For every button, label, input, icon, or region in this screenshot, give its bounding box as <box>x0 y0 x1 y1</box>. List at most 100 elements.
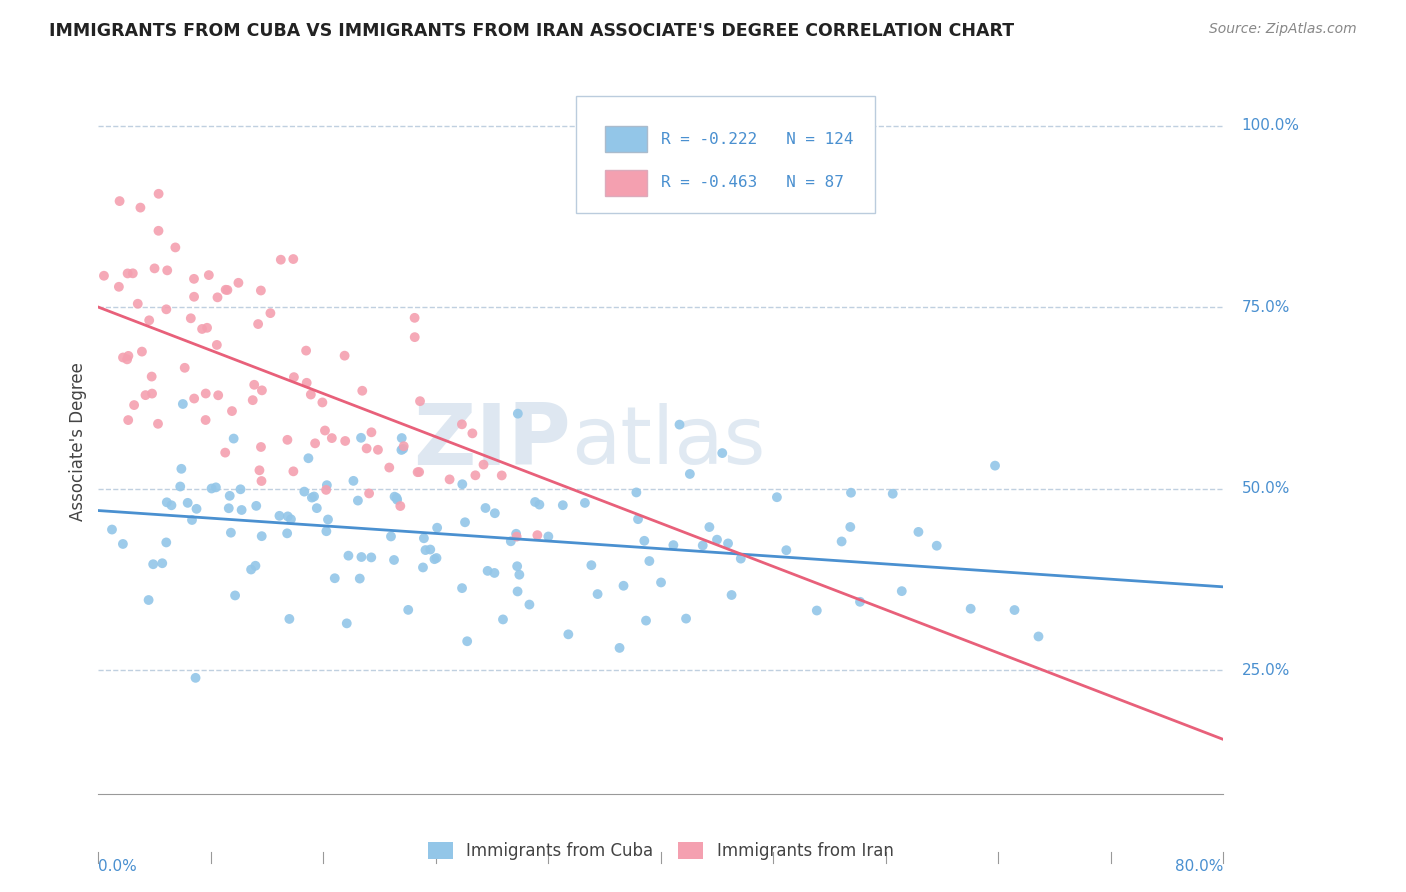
Text: 0.0%: 0.0% <box>98 859 138 874</box>
Point <box>180 311 202 326</box>
Point <box>537 529 560 543</box>
Point <box>679 467 702 481</box>
Point <box>250 474 273 488</box>
Point <box>297 451 319 466</box>
Point <box>141 386 163 401</box>
Point <box>205 338 228 352</box>
Point <box>492 612 515 626</box>
Point <box>382 553 405 567</box>
Point <box>117 349 139 363</box>
Point <box>984 458 1007 473</box>
Point <box>181 513 204 527</box>
Point <box>626 485 648 500</box>
Point <box>259 306 281 320</box>
Point <box>409 394 432 409</box>
Point <box>413 531 436 545</box>
Point <box>352 384 374 398</box>
Point <box>122 398 145 412</box>
Point <box>415 543 437 558</box>
Point <box>250 384 273 398</box>
Point <box>404 310 426 325</box>
Point <box>315 524 337 539</box>
Point <box>108 194 131 208</box>
Point <box>183 290 205 304</box>
Point <box>425 551 447 566</box>
Point <box>316 512 339 526</box>
Point <box>627 512 650 526</box>
Point <box>392 442 415 456</box>
Point <box>131 344 153 359</box>
Text: Source: ZipAtlas.com: Source: ZipAtlas.com <box>1209 22 1357 37</box>
Text: R = -0.463   N = 87: R = -0.463 N = 87 <box>661 176 844 191</box>
Point <box>269 508 291 523</box>
Point <box>183 272 205 286</box>
Point <box>506 559 529 574</box>
Point <box>148 224 170 238</box>
Point <box>662 538 685 552</box>
Point <box>1004 603 1026 617</box>
Point <box>302 490 325 504</box>
Point <box>474 500 496 515</box>
Point <box>406 465 429 479</box>
Point <box>215 283 238 297</box>
Point <box>526 528 548 542</box>
Point <box>675 611 697 625</box>
Point <box>169 479 191 493</box>
Point <box>191 322 214 336</box>
Point <box>336 616 359 631</box>
Point <box>451 581 474 595</box>
Point <box>359 486 381 500</box>
Point <box>638 554 661 568</box>
Point <box>101 523 124 537</box>
Point <box>276 526 298 541</box>
Point <box>283 464 305 478</box>
Point <box>138 593 160 607</box>
Point <box>214 445 236 459</box>
Point <box>706 533 728 547</box>
Point <box>456 634 478 648</box>
Point <box>221 404 243 418</box>
FancyBboxPatch shape <box>605 126 647 153</box>
Text: R = -0.222   N = 124: R = -0.222 N = 124 <box>661 131 853 146</box>
Point <box>391 442 413 457</box>
Text: 75.0%: 75.0% <box>1241 300 1289 315</box>
Legend: Immigrants from Cuba, Immigrants from Iran: Immigrants from Cuba, Immigrants from Ir… <box>422 835 900 867</box>
Point <box>581 558 603 573</box>
Point <box>150 556 173 570</box>
Point <box>426 521 449 535</box>
Text: ZIP: ZIP <box>413 400 571 483</box>
Point <box>138 313 160 327</box>
Point <box>173 360 195 375</box>
Point <box>277 509 299 524</box>
Point <box>160 498 183 512</box>
Point <box>385 491 408 505</box>
Point <box>242 393 264 408</box>
Point <box>699 520 721 534</box>
Text: IMMIGRANTS FROM CUBA VS IMMIGRANTS FROM IRAN ASSOCIATE'S DEGREE CORRELATION CHAR: IMMIGRANTS FROM CUBA VS IMMIGRANTS FROM … <box>49 22 1014 40</box>
Point <box>117 413 139 427</box>
Point <box>347 493 370 508</box>
Text: 80.0%: 80.0% <box>1175 859 1223 874</box>
Point <box>1028 630 1050 644</box>
Point <box>231 503 253 517</box>
Point <box>195 320 218 334</box>
Point <box>907 524 929 539</box>
Point <box>218 501 240 516</box>
Point <box>218 489 240 503</box>
Point <box>314 424 336 438</box>
Point <box>184 671 207 685</box>
Point <box>524 495 547 509</box>
Point <box>360 425 382 440</box>
Point <box>484 506 506 520</box>
Text: 100.0%: 100.0% <box>1241 118 1299 133</box>
Point <box>574 496 596 510</box>
Point <box>408 465 430 479</box>
Point <box>250 440 273 454</box>
Point <box>508 567 530 582</box>
Point <box>280 512 302 526</box>
Point <box>505 530 527 544</box>
Point <box>224 589 246 603</box>
Point <box>806 603 828 617</box>
Point <box>250 284 273 298</box>
Point <box>477 564 499 578</box>
